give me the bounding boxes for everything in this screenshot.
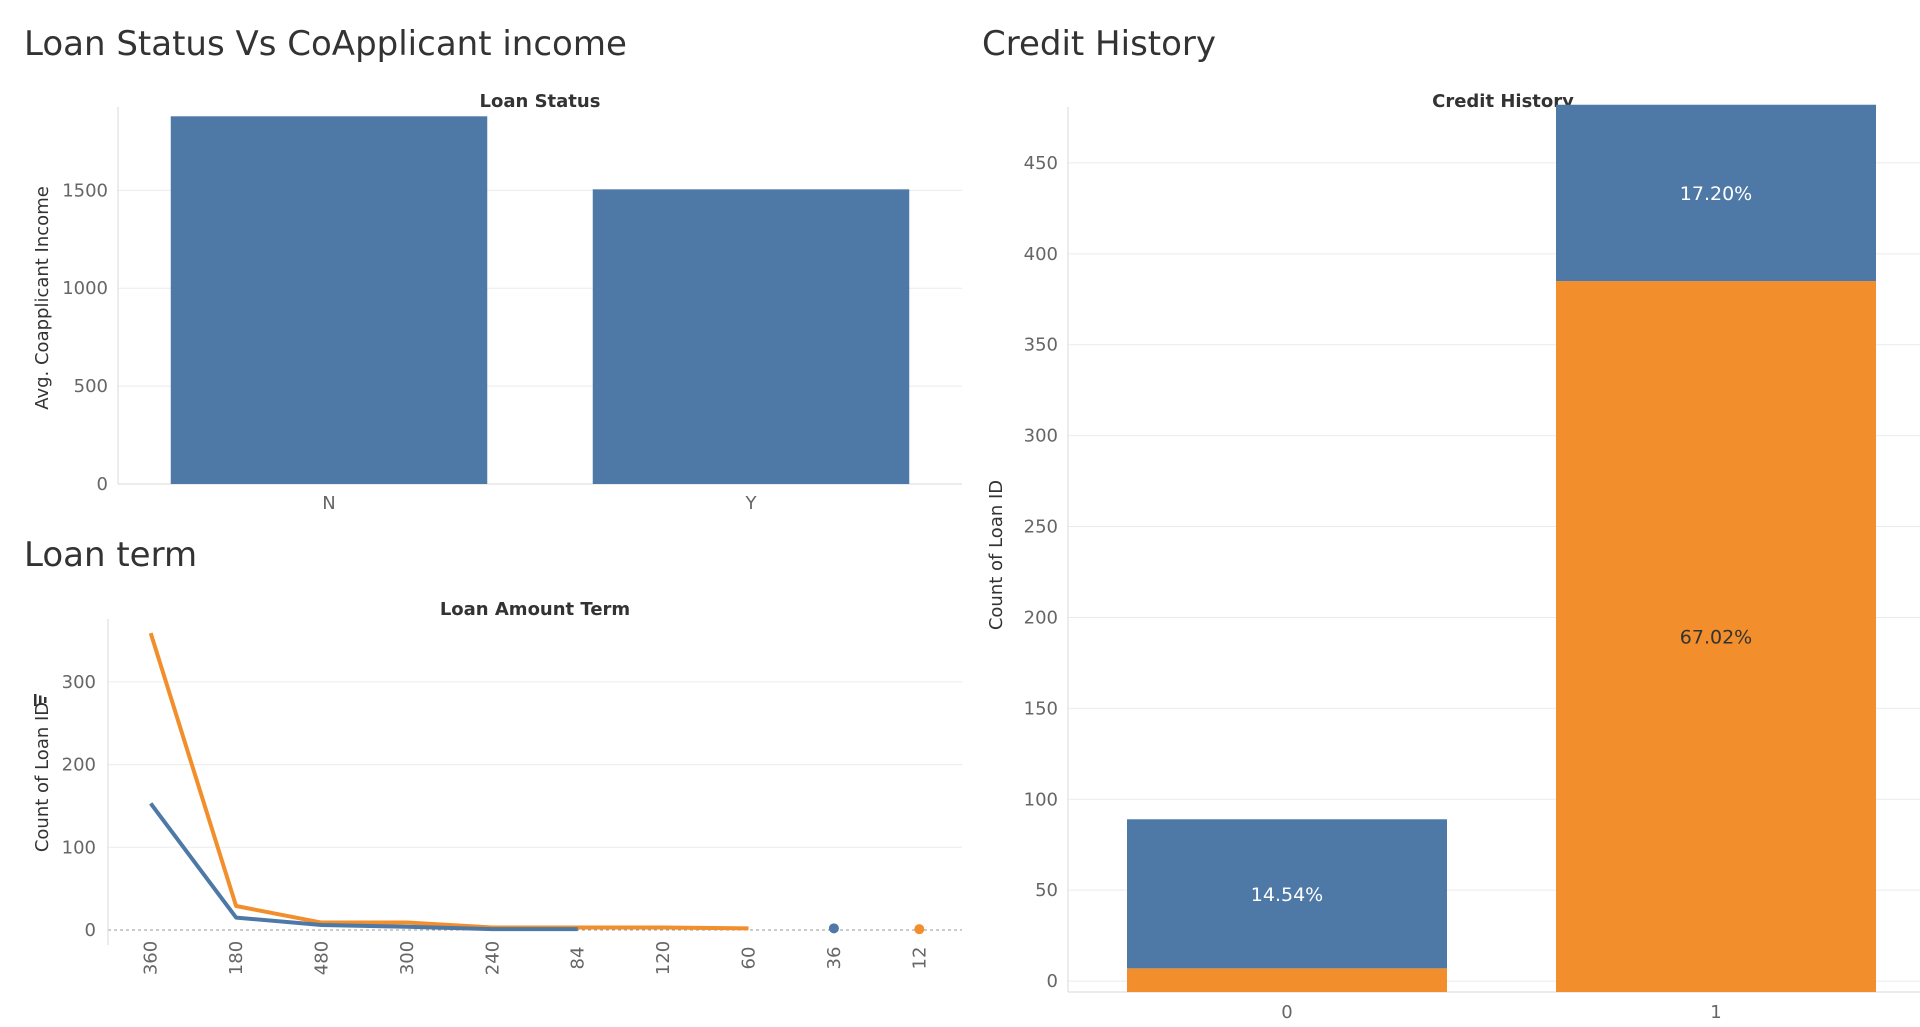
y-tick-label: 200 bbox=[62, 755, 96, 776]
x-tick-label: 480 bbox=[312, 941, 333, 975]
x-tick-label: 300 bbox=[397, 941, 418, 975]
loan-status-header: Loan Status bbox=[480, 91, 601, 112]
sort-icon bbox=[44, 697, 47, 703]
x-tick-label: 120 bbox=[653, 941, 674, 975]
x-tick-label: Y bbox=[745, 493, 758, 514]
loan-term-panel-title: Loan term bbox=[24, 535, 198, 575]
x-tick-label: 12 bbox=[909, 947, 930, 970]
y-tick-label: 400 bbox=[1024, 244, 1058, 265]
x-tick-label: 240 bbox=[482, 941, 503, 975]
series-line bbox=[149, 802, 578, 932]
sort-icon bbox=[39, 695, 42, 705]
x-tick-label: 36 bbox=[824, 947, 845, 970]
y-tick-label: 450 bbox=[1024, 153, 1058, 174]
sort-icon bbox=[34, 694, 37, 706]
bar-Y bbox=[592, 189, 910, 484]
y-tick-label: 0 bbox=[85, 920, 96, 941]
series-line bbox=[148, 632, 749, 931]
stacked-bar-segment bbox=[1556, 281, 1876, 992]
series-point bbox=[914, 924, 925, 935]
y-tick-label: 350 bbox=[1024, 335, 1058, 356]
x-tick-label: 0 bbox=[1281, 1002, 1292, 1023]
loan-status-panel-title: Loan Status Vs CoApplicant income bbox=[24, 24, 627, 64]
loan-term-header: Loan Amount Term bbox=[440, 599, 630, 620]
credit-history-panel-title: Credit History bbox=[982, 24, 1217, 64]
series-point bbox=[828, 923, 839, 934]
stacked-bar-segment bbox=[1127, 819, 1447, 969]
y-tick-label: 1500 bbox=[62, 180, 108, 201]
y-tick-label: 1000 bbox=[62, 278, 108, 299]
y-tick-label: 0 bbox=[1047, 971, 1058, 992]
y-tick-label: 500 bbox=[74, 376, 108, 397]
y-tick-label: 150 bbox=[1024, 698, 1058, 719]
y-axis-label: Avg. Coapplicant Income bbox=[32, 186, 53, 410]
y-tick-label: 250 bbox=[1024, 517, 1058, 538]
y-tick-label: 300 bbox=[62, 672, 96, 693]
x-tick-label: 360 bbox=[141, 941, 162, 975]
segment-label: 67.02% bbox=[1680, 627, 1752, 649]
segment-label: 14.54% bbox=[1251, 884, 1323, 906]
x-tick-label: N bbox=[322, 493, 335, 514]
stacked-bar-segment bbox=[1556, 104, 1876, 282]
y-axis-label: Count of Loan ID bbox=[32, 702, 53, 852]
x-tick-label: 60 bbox=[739, 947, 760, 970]
y-axis-label: Count of Loan ID bbox=[986, 480, 1007, 630]
y-tick-label: 100 bbox=[62, 837, 96, 858]
segment-label: 17.20% bbox=[1680, 183, 1752, 205]
credit-history-header: Credit History bbox=[1432, 91, 1574, 112]
x-tick-label: 84 bbox=[568, 947, 589, 970]
bar-N bbox=[170, 116, 488, 484]
x-tick-label: 180 bbox=[226, 941, 247, 975]
y-tick-label: 0 bbox=[97, 474, 108, 495]
y-tick-label: 100 bbox=[1024, 789, 1058, 810]
x-tick-label: 1 bbox=[1710, 1002, 1721, 1023]
y-tick-label: 50 bbox=[1035, 880, 1058, 901]
y-tick-label: 200 bbox=[1024, 607, 1058, 628]
y-tick-label: 300 bbox=[1024, 426, 1058, 447]
stacked-bar-segment bbox=[1127, 968, 1447, 992]
